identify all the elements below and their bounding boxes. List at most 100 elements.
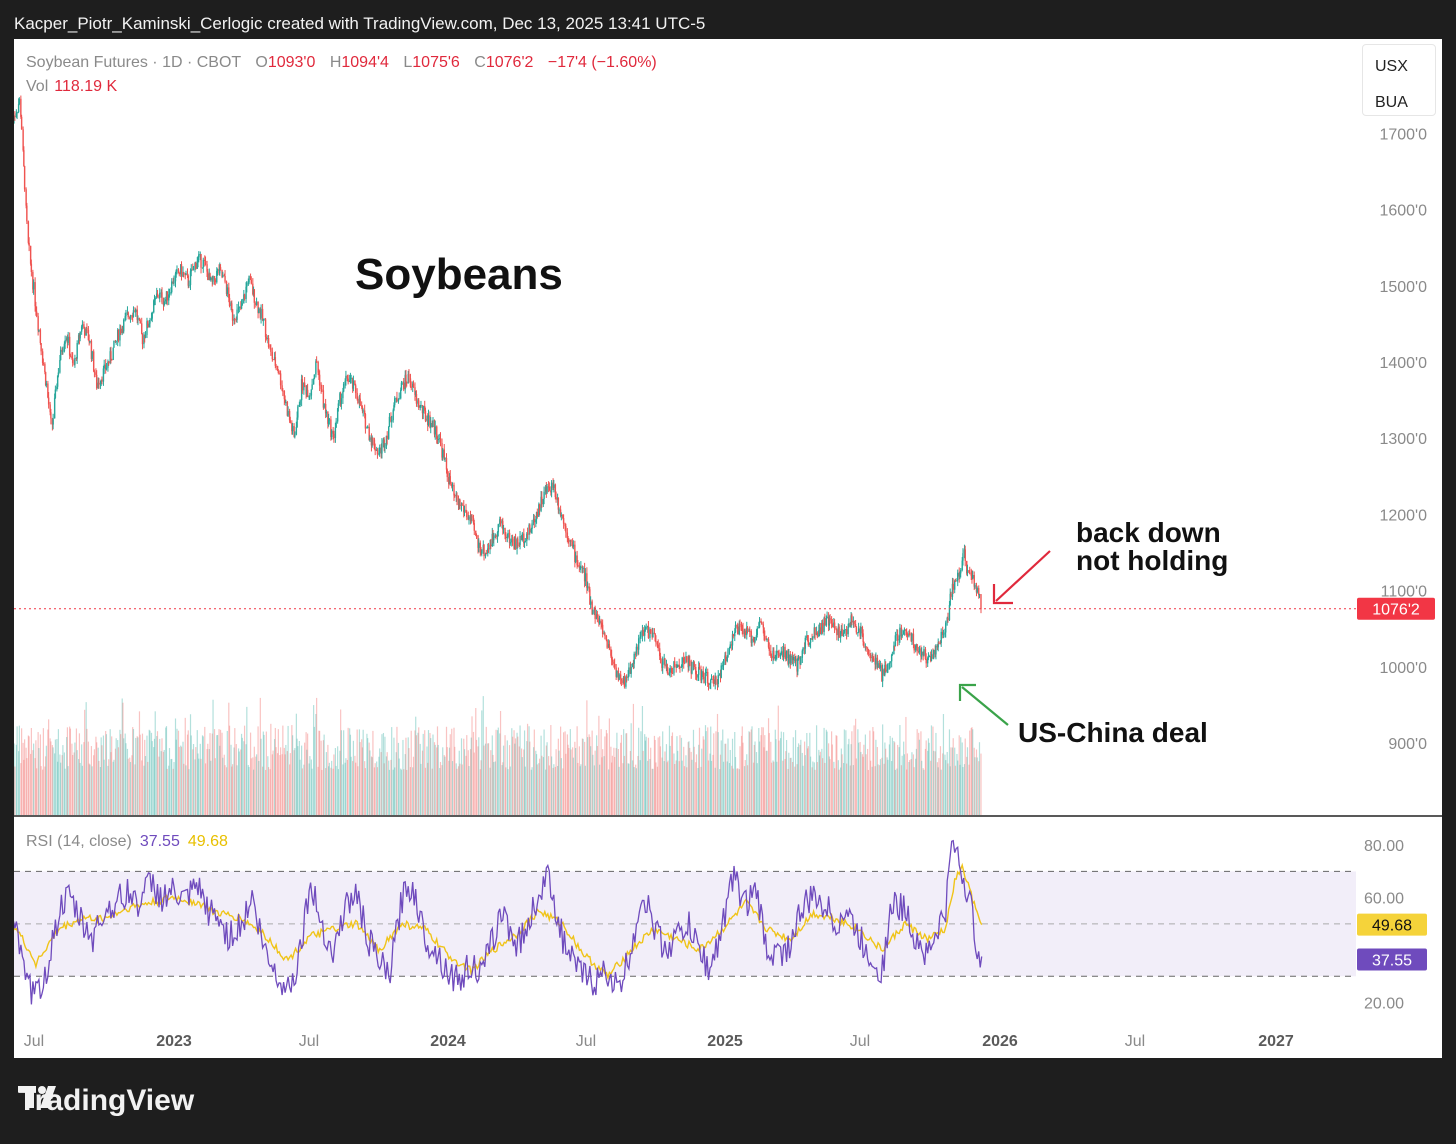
volume-bar [789,757,791,815]
candle-body [230,303,232,307]
volume-bar [961,742,963,815]
candle-body [417,400,419,404]
candle-body [710,679,712,684]
volume-bar [482,696,484,815]
volume-bar [664,751,666,815]
volume-bar [475,708,477,815]
volume-bar [352,740,355,815]
volume-bar [243,741,245,815]
candle-body [131,315,133,317]
volume-bar [378,756,380,815]
volume-bar [81,744,83,815]
volume-bar [800,739,802,815]
candle-body [346,375,349,379]
volume-bar [836,735,838,815]
candle-body [347,378,349,383]
volume-bar [412,756,415,815]
volume-bar [826,731,828,815]
candle-body [902,630,905,635]
candle-body [323,403,325,408]
volume-bar [361,739,363,815]
volume-bar [380,752,382,815]
candle-body [35,311,38,317]
candle-body [284,399,286,403]
volume-bar [74,742,76,815]
rsi-label[interactable]: RSI (14, close) [26,833,132,850]
candle-body [336,408,339,422]
volume-bar [563,732,565,815]
candle-body [433,420,436,435]
volume-bar [349,734,352,815]
candle-body [458,500,460,506]
attribution-header: Kacper_Piotr_Kaminski_Cerlogic created w… [14,14,706,33]
candle-body [141,333,144,345]
volume-bar [489,767,491,815]
candle-body [315,361,317,375]
volume-bar [129,757,131,815]
volume-bar [719,754,722,815]
candle-body [937,642,939,648]
candle-body [252,289,255,295]
volume-bar [233,747,235,815]
volume-bar [132,729,135,815]
candle-body [529,524,531,533]
candle-body [727,649,729,657]
candle-body [792,656,795,661]
candle-body [646,626,649,628]
contract-unit[interactable]: BUA [1375,94,1408,111]
high-label: H [329,54,342,71]
candle-body [104,364,107,370]
candle-body [829,618,831,621]
currency-unit[interactable]: USX [1375,58,1408,75]
candle-body [502,528,505,530]
symbol-label[interactable]: Soybean Futures · 1D · CBOT [26,54,241,71]
candle-body [75,357,78,359]
volume-bar [513,730,515,815]
candle-body [198,254,200,258]
volume-bar [421,750,424,815]
volume-bar [228,725,231,815]
volume-bar [586,700,588,815]
volume-bar [731,765,733,815]
candle-body [129,315,132,319]
time-tick-label: Jul [24,1033,44,1050]
volume-bar [156,731,159,815]
volume-bar [535,750,537,815]
volume-bar [200,758,202,815]
volume-bar [523,730,526,815]
volume-bar [466,735,468,815]
candle-body [466,512,468,518]
candle-body [81,324,84,327]
candle-body [222,275,224,278]
price-tick-label: 900'0 [1388,736,1427,753]
candle-body [352,380,355,389]
volume-bar [255,756,257,815]
volume-bar [405,737,407,815]
candle-body [443,449,445,459]
candle-body [687,659,689,668]
candle-body [600,620,602,624]
candle-body [228,287,230,298]
candle-body [760,620,762,623]
candle-body [327,419,330,424]
volume-bar [14,743,15,815]
candle-body [231,303,233,310]
volume-bar [927,750,929,815]
unit-selector[interactable]: USX BUA [1362,44,1436,116]
volume-bar [927,738,930,815]
candle-body [79,331,81,339]
volume-bar [144,756,147,815]
candle-body [369,437,371,441]
candle-body [282,390,284,392]
volume-bar [114,748,117,815]
candle-body [457,501,460,506]
candle-body [765,638,767,640]
candle-body [494,535,496,538]
chart-panel[interactable]: 900'0 1000'0 1100'0 1200'0 1300'0 1400'0 1500'… [14,39,1442,1058]
candle-body [264,319,267,338]
candle-body [761,622,763,625]
chart-svg[interactable]: 900'01000'01100'01200'01300'01400'01500'… [14,39,1442,1058]
candle-body [358,398,361,404]
candle-body [677,664,679,667]
candle-body [419,405,421,408]
